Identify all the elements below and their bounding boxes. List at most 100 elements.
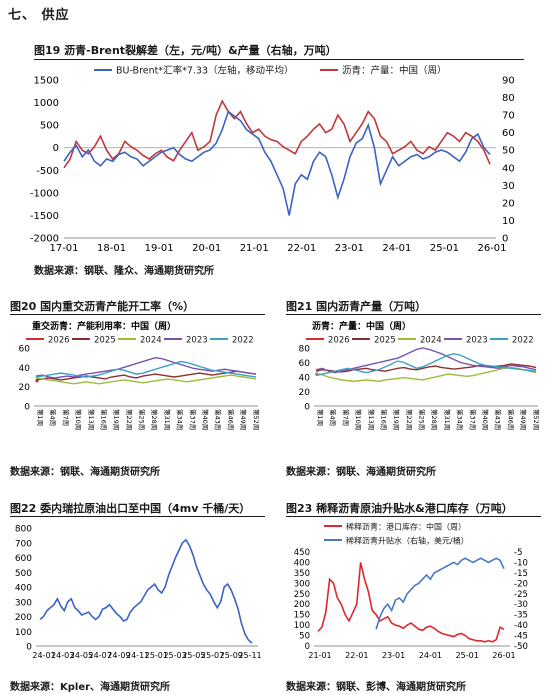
fig20-xtick: 第52周 (252, 409, 261, 430)
fig19-y2tick: 60 (502, 128, 515, 139)
fig23-xtick: 24-01 (419, 651, 442, 660)
fig21-legend-2023-label: 2023 (466, 336, 488, 346)
fig20-legend-2022-label: 2022 (232, 336, 254, 346)
fig19-y2tick: 50 (502, 146, 515, 157)
fig22-xtick: 25-09 (220, 651, 243, 660)
fig23-ytick: 300 (294, 579, 310, 589)
fig20-series-2024 (35, 374, 257, 385)
fig19-ytick: 1000 (34, 98, 59, 109)
fig23-ytick: 200 (294, 600, 310, 610)
fig20-series-2023 (35, 356, 257, 379)
fig23-source: 数据来源：钢联、彭博、海通期货研究所 (286, 682, 466, 693)
fig22-xtick: 25-05 (182, 651, 205, 660)
fig21-ytick: 0 (304, 403, 310, 413)
fig22-ytick: 100 (15, 628, 32, 638)
fig20-ytick: 0 (24, 403, 30, 413)
fig23-ytick: 450 (294, 548, 310, 558)
fig23-xtick: 22-01 (345, 651, 368, 660)
fig21-xtick: 第25周 (418, 409, 427, 430)
fig21-series-2022 (315, 353, 537, 377)
fig19-ytick: -500 (36, 166, 59, 177)
fig19-title: 图19 沥青-Brent裂解差（左，元/吨）&产量（右轴，万吨） (34, 44, 337, 57)
fig22-ytick: 200 (15, 613, 32, 623)
fig21-ytick: 60 (299, 359, 311, 369)
fig20-xtick: 第37周 (188, 409, 197, 430)
fig20-title: 图20 国内重交沥青产能开工率（%） (10, 300, 195, 313)
fig20-chart: 重交沥青：产能利用率：中国（周） 2026 2025 2024 2023 2022 60 40… (19, 320, 261, 430)
fig22-xtick: 25-03 (163, 651, 186, 660)
fig19-chart: 150010005000-500-1000-1500-2000908070605… (30, 65, 515, 255)
fig19-xtick: 18-01 (97, 243, 126, 254)
fig22-xtick: 24-07 (89, 651, 112, 660)
fig19-y2tick: 30 (502, 181, 515, 192)
fig21-subtitle: 沥青：产量：中国（周） (312, 320, 411, 332)
fig22-source: 数据来源：Kpler、海通期货研究所 (10, 682, 171, 693)
fig22-title-rule (10, 516, 265, 517)
fig21-xtick: 第52周 (532, 409, 541, 430)
fig21-ytick: 20 (299, 388, 311, 398)
fig19-ytick: 1500 (34, 76, 59, 87)
fig23-y2tick: -45 (514, 632, 528, 642)
fig19-xtick: 23-01 (335, 243, 364, 254)
fig19-ytick: 500 (40, 121, 59, 132)
fig23-title: 图23 稀释沥青原油升贴水&港口库存（万吨） (286, 502, 513, 515)
fig19-y2tick: 0 (502, 234, 508, 245)
fig20-xtick: 第22周 (125, 409, 134, 430)
fig23-y2tick: -10 (514, 558, 528, 568)
fig23-ytick: 100 (294, 621, 310, 631)
fig21-series-2024 (315, 366, 537, 383)
fig19-xtick: 20-01 (192, 243, 221, 254)
fig22-ytick: 600 (15, 554, 32, 564)
fig21-xtick: 第7周 (341, 409, 350, 426)
fig21-xtick: 第10周 (354, 409, 363, 430)
fig19-title-rule (34, 59, 524, 60)
fig21-ytick: 40 (299, 374, 311, 384)
fig21-xtick: 第13周 (367, 409, 376, 430)
fig20-xtick: 第7周 (61, 409, 70, 426)
fig20-ytick: 40 (19, 364, 31, 374)
fig19-ytick: -2000 (30, 234, 59, 245)
fig21-xtick: 第37周 (468, 409, 477, 430)
fig22-ytick: 0 (26, 643, 32, 653)
fig21-chart: 沥青：产量：中国（周） 2026 2025 2024 2023 2022 80 60 40 20 0… (299, 320, 541, 430)
fig22-xtick: 25-01 (145, 651, 168, 660)
fig23-y2tick: -35 (514, 611, 528, 621)
fig23-xtick: 23-01 (382, 651, 405, 660)
fig22-ytick: 700 (15, 539, 32, 549)
fig20-xtick: 第40周 (201, 409, 210, 430)
fig22-series-exports (39, 538, 253, 644)
fig21-xtick: 第4周 (329, 409, 338, 426)
fig19-series-crack (63, 110, 491, 216)
fig23-series-premium (375, 557, 505, 630)
fig23-xtick: 26-01 (492, 651, 515, 660)
fig21-legend-2025-label: 2025 (374, 336, 396, 346)
fig20-xtick: 第28周 (150, 409, 159, 430)
fig22-xtick: 24-11 (126, 651, 149, 660)
fig21-xtick: 第46周 (506, 409, 515, 430)
fig20-xtick: 第31周 (163, 409, 172, 430)
fig21-title: 图21 国内沥青产量（万吨） (286, 300, 427, 313)
fig22-xtick: 24-01 (32, 651, 55, 660)
fig19-xtick: 25-01 (430, 243, 459, 254)
fig21-ytick: 80 (299, 345, 311, 355)
fig20-subtitle: 重交沥青：产能利用率：中国（周） (32, 320, 176, 332)
fig23-series-inventory (317, 562, 505, 643)
fig19-ytick: -1000 (30, 188, 59, 199)
fig22-ytick: 400 (15, 584, 32, 594)
fig20-xtick: 第34周 (176, 409, 185, 430)
fig20-xtick: 第46周 (226, 409, 235, 430)
fig23-y2tick: -5 (514, 548, 522, 558)
fig19-legend-production-label: 沥青：产量：中国（周） (342, 65, 447, 77)
fig22-xtick: 25-07 (201, 651, 224, 660)
fig19-series-production (63, 99, 491, 169)
fig20-xtick: 第4周 (49, 409, 58, 426)
fig22-xtick: 25-11 (238, 651, 261, 660)
fig20-xtick: 第13周 (87, 409, 96, 430)
fig21-xtick: 第43周 (494, 409, 503, 430)
fig23-y2tick: -40 (514, 621, 528, 631)
fig21-source: 数据来源：钢联、海通期货研究所 (286, 467, 436, 478)
fig23-ytick: 250 (294, 590, 310, 600)
fig23-legend-premium-label: 稀释沥青升贴水（右轴，美元/桶） (346, 536, 469, 546)
fig19-source: 数据来源：钢联、隆众、海通期货研究所 (34, 266, 214, 277)
fig21-xtick: 第40周 (481, 409, 490, 430)
